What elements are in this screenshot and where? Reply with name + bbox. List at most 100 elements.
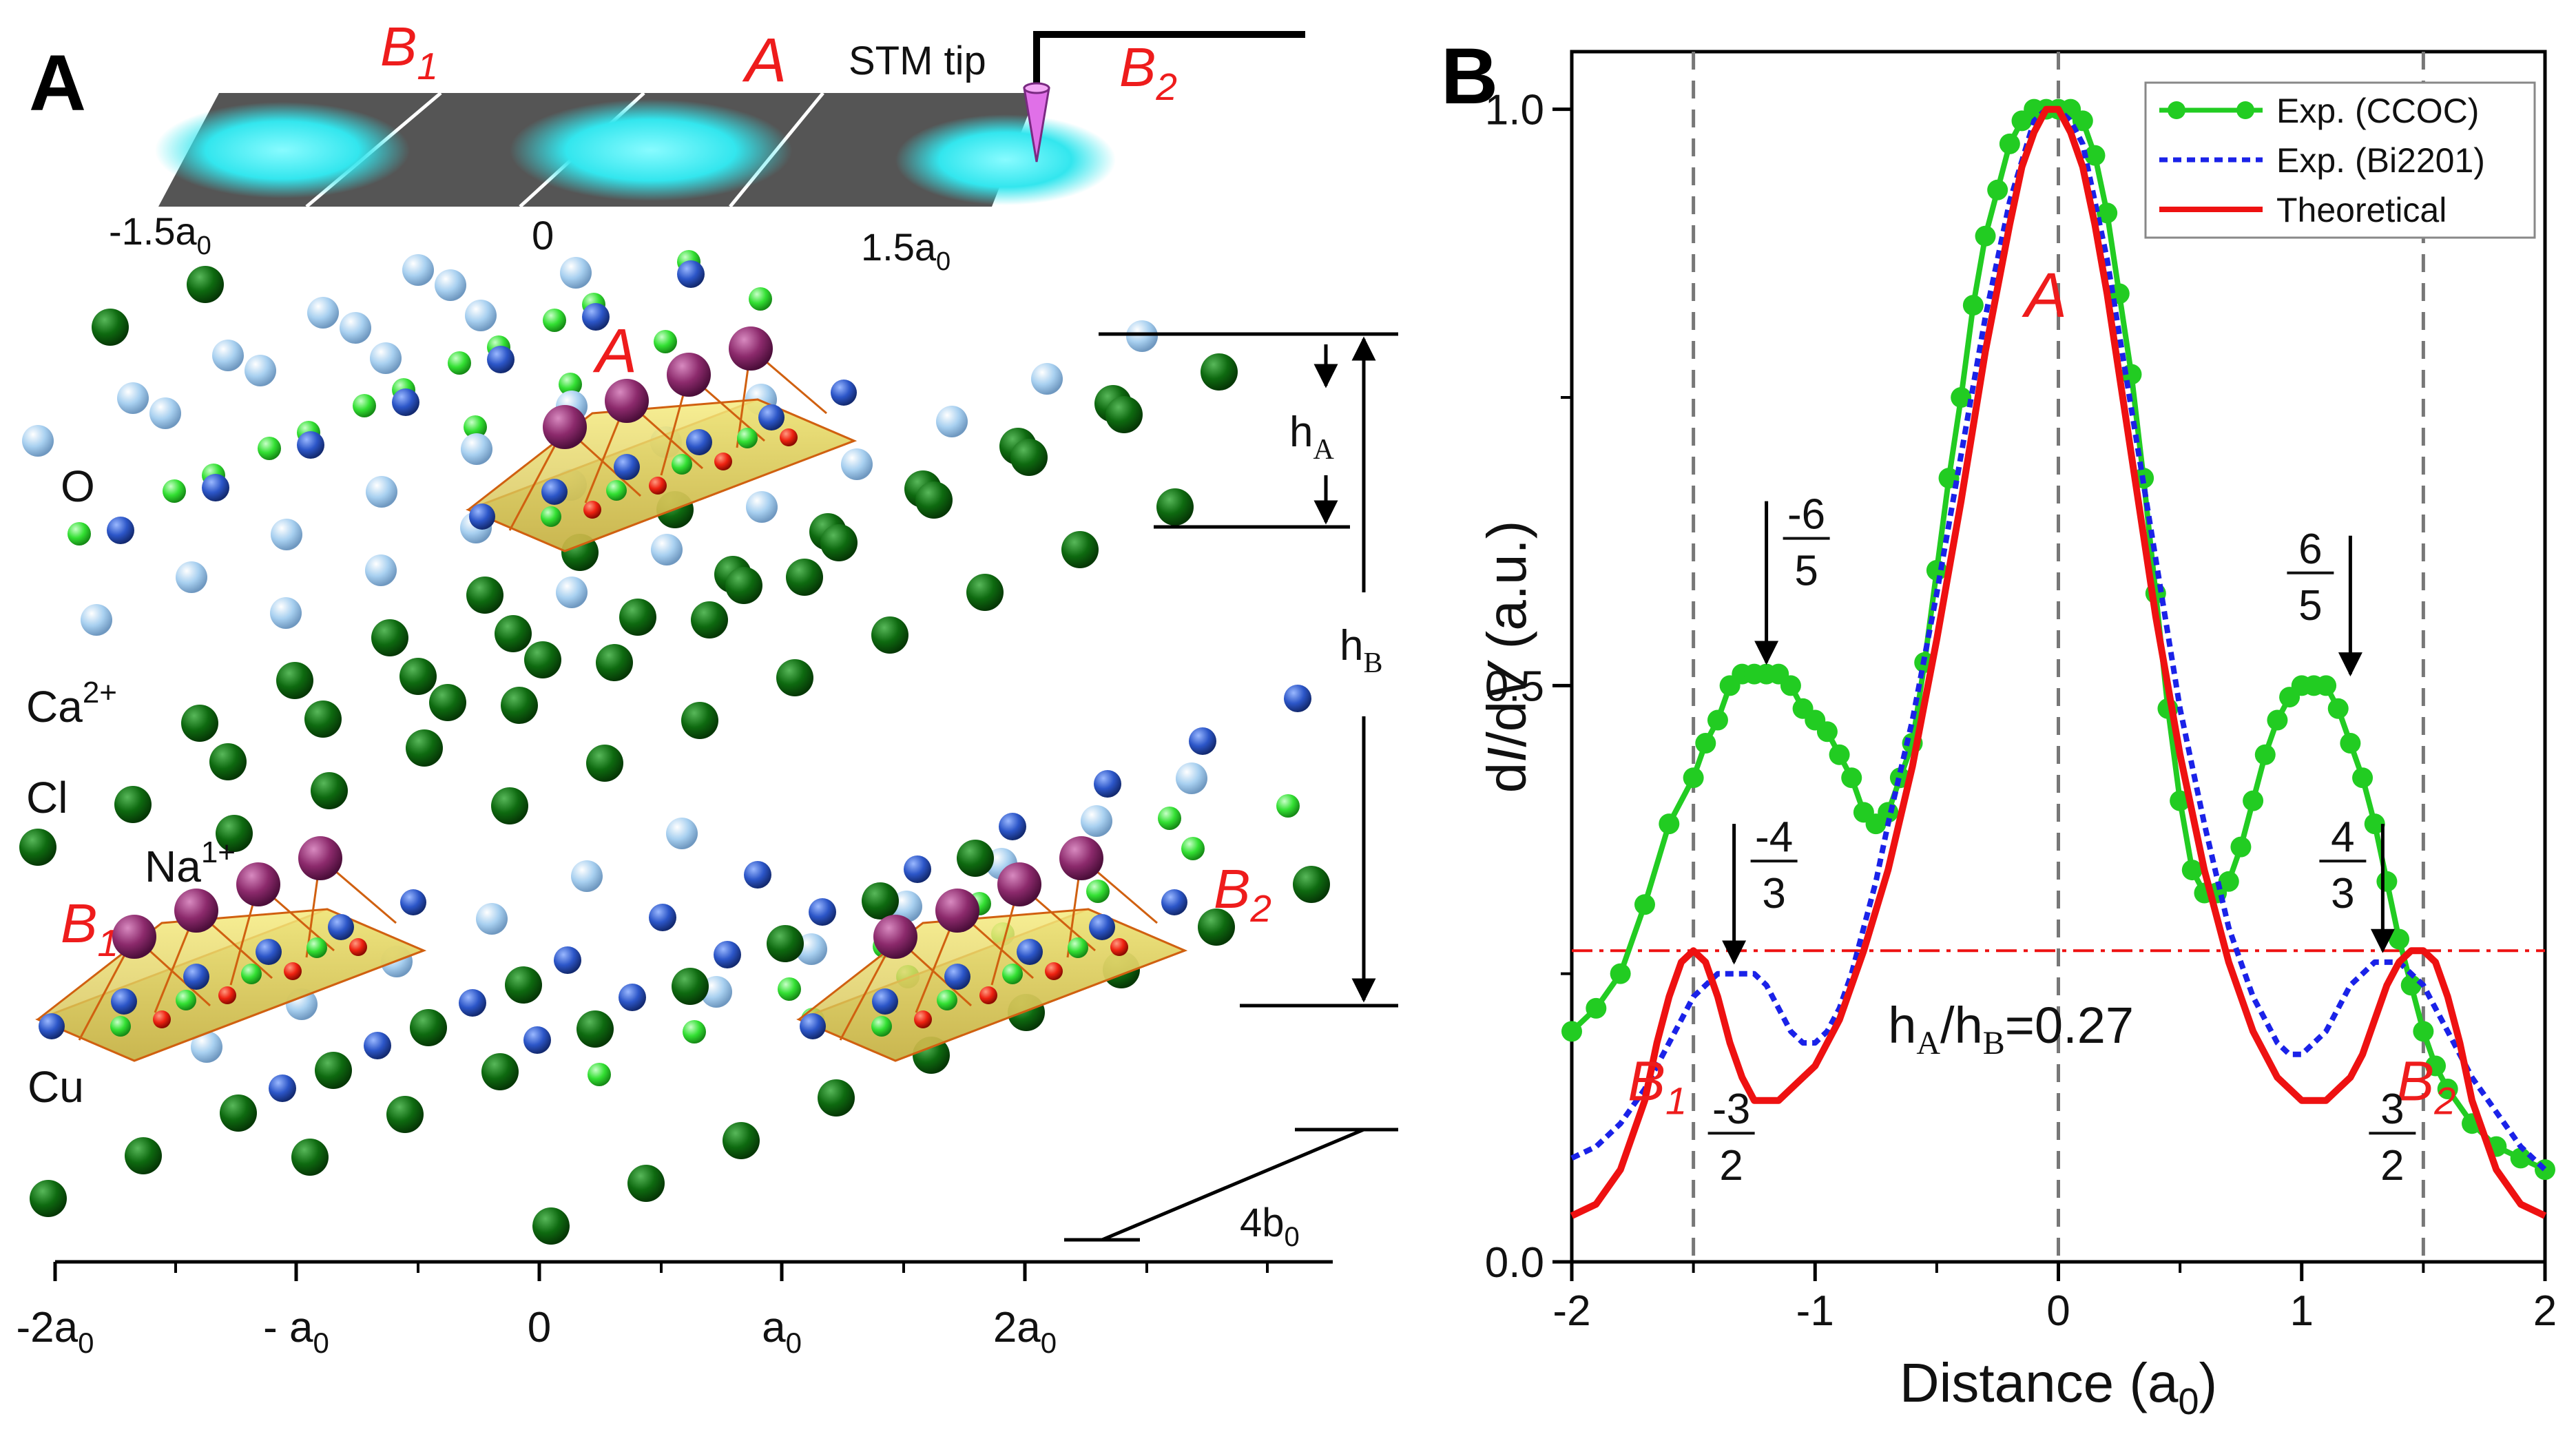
- atom-cu: [999, 813, 1026, 840]
- atom-cl: [915, 481, 953, 519]
- atom-cu: [619, 984, 646, 1011]
- atom-cl: [491, 787, 528, 824]
- atom-cl: [776, 659, 813, 696]
- atom-cu: [1094, 770, 1121, 798]
- atom-cu: [469, 504, 495, 530]
- atom-ca: [1181, 837, 1205, 860]
- atom-na: [729, 326, 773, 371]
- series-point: [1951, 387, 1972, 408]
- atom-ca: [541, 506, 561, 527]
- atom-na: [667, 353, 711, 397]
- atom-cl: [524, 641, 561, 678]
- curve-label-b1: B1: [1628, 1050, 1687, 1123]
- atom-cu: [202, 474, 229, 501]
- atom-na: [1059, 836, 1103, 880]
- series-point: [2267, 709, 2288, 731]
- atom-ca: [353, 394, 376, 417]
- panel-a-letter: A: [29, 39, 86, 127]
- atom-na: [298, 836, 342, 880]
- atom-cl: [371, 619, 408, 656]
- axis-a-tick-label: 0: [528, 1304, 551, 1351]
- atom-apical-o: [914, 1010, 932, 1028]
- atom-cl: [501, 687, 538, 724]
- top-tick-center: 0: [532, 214, 554, 258]
- ratio-annotation: hA/hB=0.27: [1888, 997, 2134, 1061]
- species-label-cl: Cl: [26, 773, 67, 822]
- series-point: [2425, 1055, 2447, 1077]
- series-point: [2389, 928, 2410, 950]
- octahedron-label-b1: B1: [61, 893, 118, 964]
- curve-label-b2: B2: [2397, 1050, 2456, 1123]
- atom-o: [340, 312, 371, 344]
- octahedron-cluster: [796, 836, 1187, 1062]
- atom-o: [1176, 762, 1207, 794]
- axis-a-tick-label: a0: [762, 1304, 802, 1359]
- x-axis-label: Distance (a0): [1900, 1352, 2217, 1422]
- series-point: [1780, 675, 1801, 696]
- atom-cu: [554, 946, 581, 974]
- fraction-denominator: 2: [1719, 1142, 1743, 1190]
- atom-cl: [505, 966, 542, 1004]
- panel-a-axis-labels: -2a0 - a0 0 a0 2a0: [17, 1304, 1057, 1359]
- x-tick-label: 0: [2046, 1287, 2070, 1335]
- top-tick-right: 1.5a0: [861, 225, 951, 276]
- atom-cl: [1156, 488, 1194, 526]
- atom-cl: [304, 700, 342, 738]
- atom-na: [174, 889, 218, 933]
- series-point: [1659, 813, 1680, 835]
- stm-spot-a: [510, 99, 792, 201]
- atom-cu: [1189, 727, 1216, 755]
- atom-cl: [399, 658, 437, 695]
- atom-ca: [241, 964, 262, 984]
- legend-label: Exp. (CCOC): [2276, 92, 2479, 130]
- atom-cu: [944, 964, 970, 990]
- fraction-label: 32: [2369, 1086, 2416, 1190]
- atom-cu: [328, 914, 354, 940]
- atom-apical-o: [349, 938, 367, 956]
- atom-cu: [269, 1075, 296, 1102]
- atom-ca: [1002, 964, 1023, 984]
- top-tick-left: -1.5a0: [109, 209, 211, 260]
- atom-o: [476, 903, 508, 935]
- atom-ca: [307, 937, 327, 958]
- series-line-2: [1570, 105, 2547, 1219]
- hb-label: hB: [1340, 622, 1383, 679]
- atom-o: [117, 382, 149, 414]
- peak-label-a: A: [2022, 260, 2067, 331]
- atom-cl: [311, 772, 348, 809]
- series-point: [2364, 813, 2385, 835]
- atom-ca: [654, 330, 677, 353]
- atom-cl: [315, 1052, 352, 1089]
- atom-cu: [1017, 939, 1043, 965]
- fraction-label: -43: [1750, 813, 1798, 917]
- series-point: [2072, 110, 2093, 132]
- panel-b: B -2 -1 0 1 2 0.0 0.5 1.0 Distance (a0) dI/dV (a.…: [1441, 32, 2557, 1422]
- atom-na: [112, 915, 156, 959]
- atom-cu: [872, 988, 898, 1015]
- atom-cu: [714, 941, 741, 968]
- atom-o: [465, 300, 497, 331]
- fraction-numerator: -6: [1787, 491, 1825, 539]
- atom-apical-o: [649, 477, 667, 495]
- atom-cl: [957, 840, 994, 877]
- atom-ca: [749, 287, 772, 311]
- atom-o: [556, 577, 588, 608]
- atom-cl: [220, 1094, 257, 1132]
- atom-o: [365, 554, 397, 586]
- atom-o: [270, 597, 302, 629]
- atom-cu: [686, 429, 712, 455]
- atom-cl: [672, 968, 709, 1005]
- atom-ca: [464, 415, 487, 439]
- atom-o: [571, 860, 603, 892]
- fraction-numerator: 6: [2298, 526, 2322, 573]
- atom-cu: [758, 404, 785, 430]
- species-label-na: Na1+: [145, 835, 236, 891]
- series-point: [1695, 733, 1716, 754]
- series-point: [2084, 145, 2106, 166]
- atom-cl: [92, 309, 129, 346]
- atom-cu: [831, 380, 857, 406]
- atom-o: [366, 476, 397, 508]
- atom-cu: [183, 964, 209, 990]
- series-point: [2327, 698, 2349, 719]
- atom-o: [212, 340, 244, 371]
